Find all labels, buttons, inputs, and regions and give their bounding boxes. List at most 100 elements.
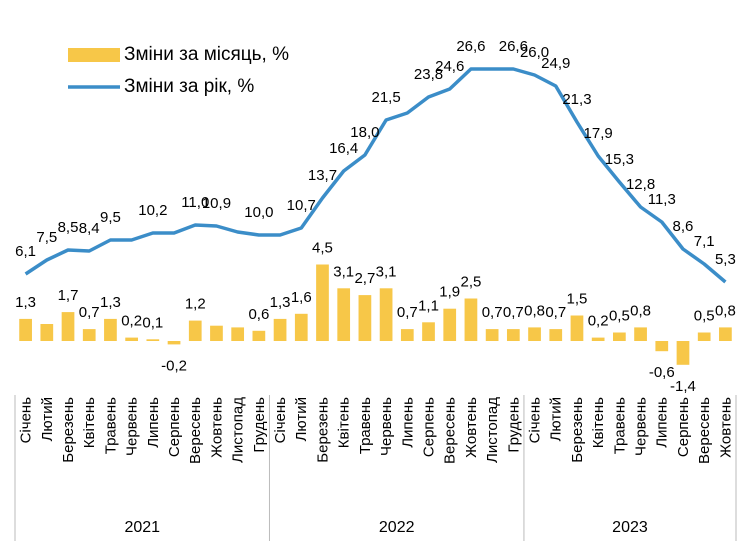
x-tick-label: Січень	[18, 397, 35, 444]
bar-value-label: 1,5	[567, 290, 588, 307]
legend-label: Зміни за рік, %	[124, 76, 254, 97]
line-value-label: 10,0	[244, 204, 273, 221]
bar	[506, 329, 520, 341]
bar-value-label: 0,7	[482, 304, 503, 321]
x-tick-label: Травень	[611, 397, 628, 454]
x-tick-label: Червень	[378, 397, 395, 456]
bar	[337, 288, 351, 341]
x-tick-label: Серпень	[675, 397, 692, 457]
line-value-label: 24,9	[541, 55, 570, 72]
group-label: 2021	[124, 519, 160, 536]
line-value-label: 10,2	[138, 202, 167, 219]
bar	[210, 325, 223, 341]
line-value-label: 8,4	[79, 220, 100, 237]
bar-value-label: 1,2	[185, 296, 206, 313]
x-tick-label: Грудень	[251, 397, 268, 453]
bar-value-label: 0,5	[694, 307, 715, 324]
line-value-label: 15,3	[605, 151, 634, 168]
bar-value-label: -1,4	[670, 378, 696, 395]
x-tick-label: Липень	[654, 397, 671, 448]
bar	[125, 337, 138, 341]
line-value-label: 13,7	[308, 167, 337, 184]
legend-label: Зміни за місяць, %	[124, 44, 289, 65]
x-tick-label: Червень	[633, 397, 650, 456]
x-tick-label: Червень	[124, 397, 141, 456]
bar-value-label: 0,7	[503, 304, 524, 321]
bar	[379, 288, 393, 341]
bar-value-label: -0,6	[649, 364, 675, 381]
bar-value-label: 2,5	[460, 273, 481, 290]
line-value-label: 17,9	[584, 125, 613, 142]
line-value-label: 11,0	[181, 194, 209, 211]
bar	[146, 339, 160, 341]
bar	[591, 337, 605, 341]
x-tick-label: Серпень	[420, 397, 437, 457]
bar	[719, 327, 732, 341]
x-tick-label: Вересень	[696, 397, 713, 464]
line-value-label: 10,7	[287, 197, 316, 214]
line-value-label: 8,6	[673, 218, 694, 235]
line-value-label: 26,6	[499, 38, 528, 55]
x-tick-label: Грудень	[505, 397, 522, 453]
x-tick-label: Березень	[569, 397, 586, 463]
bar-value-label: 2,7	[354, 270, 375, 287]
bar	[294, 313, 308, 341]
bar	[61, 312, 75, 341]
bar-value-label: 0,5	[609, 307, 630, 324]
bar	[443, 308, 457, 341]
x-tick-label: Лютий	[39, 397, 56, 441]
bar	[613, 332, 626, 341]
bar-value-label: 4,5	[312, 239, 333, 256]
bar-value-label: 1,6	[291, 289, 312, 306]
bar-value-label: 0,7	[545, 304, 566, 321]
bar	[400, 329, 414, 341]
x-tick-label: Лютий	[548, 397, 565, 441]
bar	[231, 327, 245, 341]
bar-value-label: 1,1	[418, 297, 439, 314]
x-tick-label: Квітень	[590, 397, 607, 448]
bar	[570, 315, 584, 341]
bar-value-label: 1,7	[58, 287, 79, 304]
bar	[464, 298, 478, 341]
bar-value-label: 0,8	[524, 302, 545, 319]
bar	[697, 332, 711, 341]
bar	[316, 264, 329, 341]
x-tick-label: Січень	[527, 397, 544, 444]
bar-value-label: 0,7	[397, 304, 418, 321]
line-value-label: 7,5	[36, 229, 57, 246]
bar	[655, 341, 669, 352]
bar-value-label: 1,3	[100, 294, 121, 311]
x-tick-label: Травень	[357, 397, 374, 454]
x-tick-label: Вересень	[442, 397, 459, 464]
bar-value-label: 0,1	[142, 314, 163, 331]
x-tick-label: Лютий	[293, 397, 310, 441]
x-tick-label: Січень	[272, 397, 289, 444]
bar	[634, 327, 647, 341]
line-value-label: 9,5	[100, 209, 121, 226]
bar-value-label: 3,1	[333, 263, 354, 280]
bar	[19, 318, 32, 341]
x-tick-label: Вересень	[187, 397, 204, 464]
line-value-label: 26,6	[456, 38, 485, 55]
bar-value-label: 0,2	[588, 313, 609, 330]
bar	[358, 295, 372, 341]
bar	[676, 341, 690, 365]
x-tick-label: Березень	[60, 397, 77, 463]
bar	[104, 318, 117, 341]
x-tick-label: Липень	[399, 397, 416, 448]
line-value-label: 21,3	[562, 91, 591, 108]
x-tick-label: Листопад	[230, 397, 247, 463]
x-tick-label: Жовтень	[208, 397, 225, 458]
bar	[82, 329, 96, 341]
x-tick-label: Серпень	[166, 397, 183, 457]
bar-value-label: 0,8	[630, 302, 651, 319]
bar-value-label: 0,8	[715, 302, 736, 319]
bar-value-label: 1,3	[15, 294, 36, 311]
bar	[485, 329, 499, 341]
bar	[422, 322, 435, 341]
group-label: 2023	[612, 519, 648, 536]
line-value-label: 8,5	[58, 219, 79, 236]
line-value-label: 26,0	[520, 44, 549, 61]
line-value-label: 7,1	[694, 233, 715, 250]
bar	[167, 341, 181, 345]
